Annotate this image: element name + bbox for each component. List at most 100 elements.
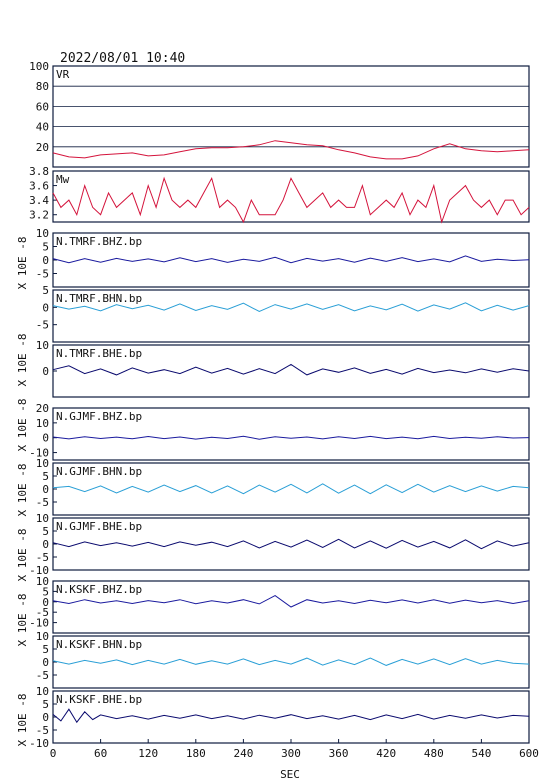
y-tick-label: 5 bbox=[42, 241, 49, 254]
panel: 20 40 60 80 100 VR bbox=[29, 60, 530, 168]
panel-label: Mw bbox=[56, 173, 70, 186]
panel-label: N.TMRF.BHZ.bp bbox=[56, 235, 142, 248]
y-tick-label: -10 bbox=[29, 564, 49, 577]
y-tick-label: 60 bbox=[36, 100, 49, 113]
y-tick-label: 10 bbox=[36, 417, 49, 430]
x-tick-label: 120 bbox=[138, 747, 158, 760]
y-tick-label: 3.6 bbox=[29, 180, 49, 193]
panel-frame bbox=[52, 690, 530, 744]
panel-label: N.KSKF.BHN.bp bbox=[56, 638, 142, 651]
y-tick-label: 40 bbox=[36, 121, 49, 134]
y-tick-label: 0 bbox=[42, 483, 49, 496]
y-tick-label: 0 bbox=[42, 538, 49, 551]
y-tick-label: 10 bbox=[36, 685, 49, 698]
x-tick-label: 600 bbox=[519, 747, 539, 760]
y-tick-label: 20 bbox=[36, 141, 49, 154]
x-tick-label: 480 bbox=[424, 747, 444, 760]
y-tick-label: -5 bbox=[36, 496, 49, 509]
y-tick-label: 3.8 bbox=[29, 165, 49, 178]
series-line bbox=[52, 708, 530, 724]
panel: 3.2 3.43.6 3.8 Mw bbox=[29, 165, 530, 224]
panel-label: N.GJMF.BHZ.bp bbox=[56, 410, 142, 423]
panel-label: N.KSKF.BHZ.bp bbox=[56, 583, 142, 596]
y-tick-label: 3.4 bbox=[29, 194, 49, 207]
x-tick-label: 0 bbox=[50, 747, 57, 760]
y-unit-label: X 10E -8 bbox=[16, 237, 29, 290]
y-tick-label: 5 bbox=[42, 525, 49, 538]
series-line bbox=[52, 302, 530, 313]
series-line bbox=[52, 538, 530, 550]
x-tick-label: 420 bbox=[376, 747, 396, 760]
y-unit-label: X 10E -8 bbox=[16, 529, 29, 582]
x-tick-label: 240 bbox=[233, 747, 253, 760]
y-tick-label: 0 bbox=[42, 301, 49, 314]
panel-label: VR bbox=[56, 68, 70, 81]
x-tick-label: 540 bbox=[471, 747, 491, 760]
y-tick-label: 0 bbox=[42, 432, 49, 445]
y-tick-label: 10 bbox=[36, 512, 49, 525]
y-tick-label: -5 bbox=[36, 606, 49, 619]
y-tick-label: 5 bbox=[42, 470, 49, 483]
panel-frame bbox=[52, 232, 530, 288]
y-tick-label: 5 bbox=[42, 698, 49, 711]
y-tick-label: 10 bbox=[36, 339, 49, 352]
panel-label: N.KSKF.BHE.bp bbox=[56, 693, 142, 706]
x-tick-label: 60 bbox=[94, 747, 107, 760]
panel-label: N.GJMF.BHE.bp bbox=[56, 520, 142, 533]
y-tick-label: 0 bbox=[42, 365, 49, 378]
panel: 0 10 N.TMRF.BHE.bp bbox=[36, 339, 530, 398]
figure-title: 2022/08/01 10:40 bbox=[60, 51, 185, 66]
panel-label: N.TMRF.BHN.bp bbox=[56, 292, 142, 305]
y-unit-label: X 10E -8 bbox=[16, 694, 29, 747]
x-axis: 0 60 120 180 240 300 360 420 480 540 600 bbox=[50, 739, 539, 760]
x-tick-label: 180 bbox=[186, 747, 206, 760]
y-tick-label: 10 bbox=[36, 575, 49, 588]
y-tick-label: -5 bbox=[36, 551, 49, 564]
panel-frame bbox=[52, 65, 530, 168]
series-line bbox=[52, 435, 530, 440]
y-tick-label: 5 bbox=[42, 643, 49, 656]
panel-frame bbox=[52, 462, 530, 516]
series-line bbox=[52, 363, 530, 376]
panel-frame bbox=[52, 635, 530, 689]
y-tick-label: 10 bbox=[36, 630, 49, 643]
y-tick-label: 20 bbox=[36, 402, 49, 415]
panel-frame bbox=[52, 289, 530, 343]
y-tick-label: -10 bbox=[29, 447, 49, 460]
panel-frame bbox=[52, 580, 530, 634]
y-tick-label: -10 bbox=[29, 617, 49, 630]
panel: -10 0 10 20 N.GJMF.BHZ.bp bbox=[29, 402, 530, 461]
panel-label: N.TMRF.BHE.bp bbox=[56, 347, 142, 360]
panels: 20406080100VR3.23.43.63.8Mw-50510N.TMRF.… bbox=[16, 60, 530, 750]
y-tick-label: 80 bbox=[36, 80, 49, 93]
x-tick-label: 360 bbox=[329, 747, 349, 760]
panel-frame bbox=[52, 407, 530, 461]
y-tick-label: 100 bbox=[29, 60, 49, 73]
series-line bbox=[52, 483, 530, 495]
y-tick-label: -5 bbox=[36, 319, 49, 332]
y-tick-label: 0 bbox=[42, 596, 49, 609]
y-unit-label: X 10E -8 bbox=[16, 594, 29, 647]
panel-frame bbox=[52, 517, 530, 571]
series-line bbox=[52, 657, 530, 666]
y-tick-label: -5 bbox=[36, 724, 49, 737]
y-tick-label: 5 bbox=[42, 284, 49, 297]
y-tick-label: 0 bbox=[42, 711, 49, 724]
series-line bbox=[52, 595, 530, 608]
y-unit-label: X 10E -8 bbox=[16, 464, 29, 517]
y-tick-label: -10 bbox=[29, 737, 49, 750]
x-axis-label: SEC bbox=[280, 768, 300, 781]
y-tick-label: 10 bbox=[36, 227, 49, 240]
y-unit-label: X 10E -8 bbox=[16, 334, 29, 387]
panel: -5 0 5 N.TMRF.BHN.bp bbox=[36, 284, 530, 343]
x-tick-label: 300 bbox=[281, 747, 301, 760]
y-tick-label: 10 bbox=[36, 457, 49, 470]
series-line bbox=[52, 140, 530, 160]
panel-label: N.GJMF.BHN.bp bbox=[56, 465, 142, 478]
